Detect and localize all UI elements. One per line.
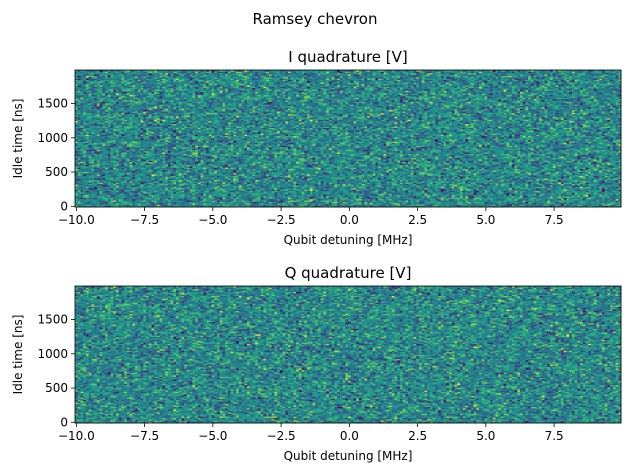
chart-title: Q quadrature [V] bbox=[285, 264, 412, 282]
y-tick-label: 1500 bbox=[37, 313, 68, 327]
y-tick-label: 500 bbox=[45, 381, 68, 395]
x-tick-label: 0.0 bbox=[340, 429, 359, 443]
x-axis-label: Qubit detuning [MHz] bbox=[284, 233, 413, 247]
x-tick-label: 5.0 bbox=[476, 429, 495, 443]
x-tick-label: 0.0 bbox=[340, 213, 359, 227]
heatmap-cells bbox=[75, 70, 621, 207]
x-tick-label: −7.5 bbox=[130, 429, 159, 443]
x-tick-label: 7.5 bbox=[545, 429, 564, 443]
y-tick-label: 500 bbox=[45, 165, 68, 179]
x-tick-label: 2.5 bbox=[408, 429, 427, 443]
x-tick-label: −5.0 bbox=[198, 213, 227, 227]
x-tick-label: 5.0 bbox=[476, 213, 495, 227]
x-tick-label: −10.0 bbox=[58, 429, 95, 443]
y-axis-label: Idle time [ns] bbox=[11, 99, 25, 179]
y-tick-label: 0 bbox=[60, 199, 68, 213]
x-tick-label: 7.5 bbox=[545, 213, 564, 227]
x-tick-label: −2.5 bbox=[267, 429, 296, 443]
heatmap-cells bbox=[75, 286, 621, 423]
chart-title: I quadrature [V] bbox=[288, 48, 407, 66]
x-tick-label: 2.5 bbox=[408, 213, 427, 227]
x-tick-label: −5.0 bbox=[198, 429, 227, 443]
x-tick-label: −10.0 bbox=[58, 213, 95, 227]
y-tick-label: 1500 bbox=[37, 97, 68, 111]
y-tick-label: 0 bbox=[60, 415, 68, 429]
x-axis-label: Qubit detuning [MHz] bbox=[284, 449, 413, 463]
y-tick-label: 1000 bbox=[37, 131, 68, 145]
x-tick-label: −2.5 bbox=[267, 213, 296, 227]
figure-suptitle: Ramsey chevron bbox=[253, 10, 378, 28]
x-tick-label: −7.5 bbox=[130, 213, 159, 227]
y-tick-label: 1000 bbox=[37, 347, 68, 361]
y-axis-label: Idle time [ns] bbox=[11, 315, 25, 395]
